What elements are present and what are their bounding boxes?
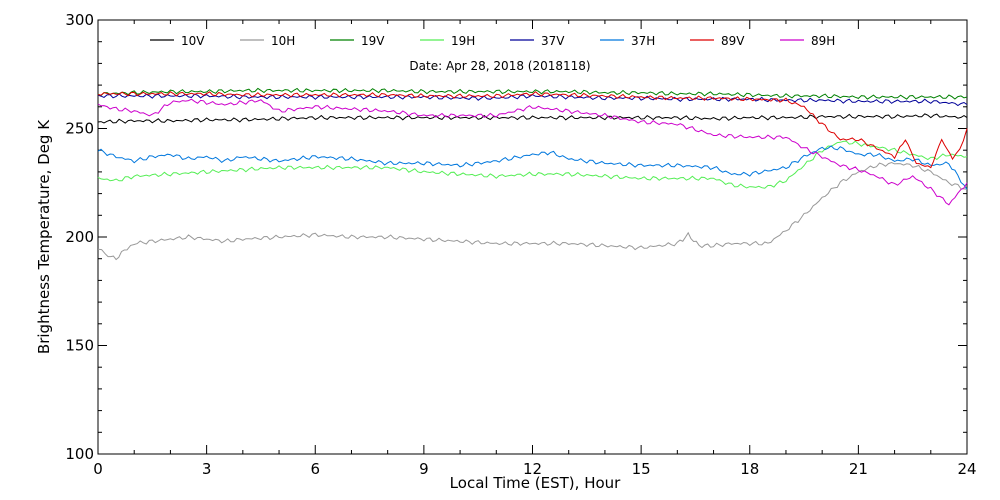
legend-label-89h: 89H (811, 34, 835, 48)
x-tick-label: 15 (632, 460, 651, 478)
y-tick-label: 250 (65, 120, 94, 138)
y-tick-label: 100 (65, 445, 94, 463)
x-tick-label: 12 (523, 460, 542, 478)
legend-label-37h: 37H (631, 34, 655, 48)
plot-area-frame (97, 19, 968, 455)
legend-label-89v: 89V (721, 34, 745, 48)
legend: 10V 10H 19V 19H 37V 37H 89V 89H (150, 34, 835, 48)
series-line-19v (97, 87, 968, 100)
legend-label-10h: 10H (271, 34, 295, 48)
series-line-89v (97, 91, 968, 169)
legend-label-37v: 37V (541, 34, 565, 48)
series-line-19h (97, 140, 968, 189)
x-tick-label: 6 (310, 460, 320, 478)
x-tick-label: 21 (849, 460, 868, 478)
legend-label-19h: 19H (451, 34, 475, 48)
x-tick-label: 18 (740, 460, 759, 478)
y-tick-label: 300 (65, 11, 94, 29)
series-line-89h (97, 98, 968, 206)
date-subtitle: Date: Apr 28, 2018 (2018118) (409, 59, 590, 73)
x-tick-label: 24 (957, 460, 976, 478)
y-tick-label: 150 (65, 337, 94, 355)
series-line-37h (97, 145, 968, 190)
legend-label-10v: 10V (181, 34, 205, 48)
y-axis-title: Brightness Temperature, Deg K (35, 119, 53, 354)
series-line-10v (97, 113, 968, 124)
axis-tick-labels: 0 3 6 9 12 15 18 21 24 100 150 200 250 300 (65, 11, 976, 478)
x-tick-label: 0 (93, 460, 103, 478)
x-axis-title: Local Time (EST), Hour (450, 474, 621, 492)
legend-label-19v: 19V (361, 34, 385, 48)
x-tick-label: 3 (202, 460, 212, 478)
axis-ticks (97, 19, 968, 455)
series-lines (97, 87, 968, 261)
x-tick-label: 9 (419, 460, 429, 478)
y-tick-label: 200 (65, 228, 94, 246)
series-line-10h (97, 161, 968, 261)
